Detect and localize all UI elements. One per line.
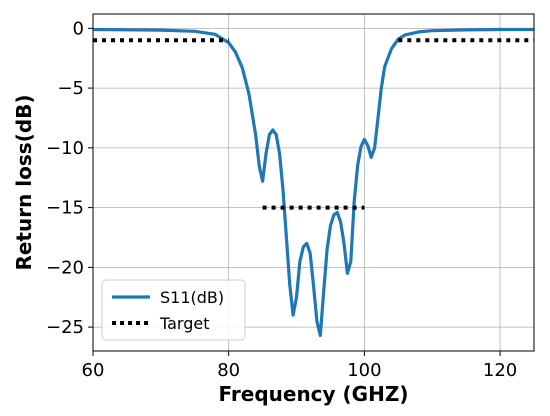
x-tick-label: 100	[347, 360, 381, 381]
x-tick-label: 60	[82, 360, 105, 381]
axis-ticks: 60 80 100 120 0 −5 −10 −15 −20 −25	[46, 18, 517, 381]
y-tick-label: −10	[46, 138, 84, 159]
x-tick-label: 120	[483, 360, 517, 381]
y-tick-label: −25	[46, 317, 84, 338]
s11-curve	[93, 27, 534, 338]
x-axis-label: Frequency (GHZ)	[219, 382, 409, 406]
y-axis-label: Return loss(dB)	[12, 94, 36, 270]
plot-frame	[92, 13, 535, 352]
y-tick-label: 0	[73, 18, 84, 39]
y-tick-label: −5	[57, 78, 84, 99]
x-tick-label: 80	[217, 360, 240, 381]
legend-label-s11: S11(dB)	[160, 288, 224, 307]
y-tick-label: −20	[46, 257, 84, 278]
legend: S11(dB) Target	[101, 279, 246, 341]
plot-series	[93, 27, 534, 338]
grid	[92, 14, 534, 351]
y-tick-label: −15	[46, 198, 84, 219]
legend-label-target: Target	[159, 314, 210, 333]
